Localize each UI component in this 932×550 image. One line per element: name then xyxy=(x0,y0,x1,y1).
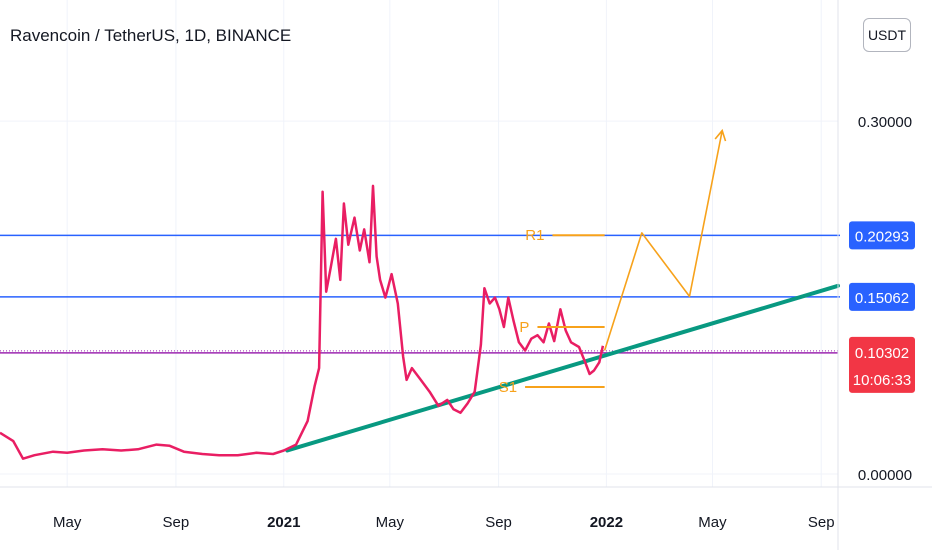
price-series-line xyxy=(0,184,605,460)
pivot-label: R1 xyxy=(525,227,544,244)
y-tick-label: 0.30000 xyxy=(858,114,912,131)
y-tick-label: 0.00000 xyxy=(858,467,912,484)
currency-button[interactable]: USDT xyxy=(863,18,911,52)
level-price-tag: 0.15062 xyxy=(855,290,909,307)
x-tick-label: Sep xyxy=(163,514,190,531)
level-price-tag: 0.20293 xyxy=(855,228,909,245)
pivot-label: S1 xyxy=(499,379,517,396)
x-tick-label: 2022 xyxy=(590,514,623,531)
current-price-tag: 0.10302 xyxy=(855,345,909,362)
countdown-tag: 10:06:33 xyxy=(853,372,911,389)
chart-title: Ravencoin / TetherUS, 1D, BINANCE xyxy=(10,26,292,45)
x-tick-label: Sep xyxy=(485,514,512,531)
annotation-layer: R1 P S1 xyxy=(499,128,727,396)
series-layer xyxy=(0,184,605,460)
current-price-tag-bg xyxy=(849,336,915,393)
x-tick-label: 2021 xyxy=(267,514,300,531)
grid-layer xyxy=(0,0,838,487)
x-tick-label: May xyxy=(376,514,405,531)
levels-layer xyxy=(0,234,840,453)
level-price-tag-bg xyxy=(849,282,915,311)
level-price-tag-bg xyxy=(849,221,915,250)
x-tick-label: May xyxy=(698,514,727,531)
x-tick-label: Sep xyxy=(808,514,835,531)
projection-path xyxy=(603,130,723,351)
projection-arrowhead xyxy=(714,128,727,142)
x-tick-label: May xyxy=(53,514,82,531)
pivot-label: P xyxy=(519,319,529,336)
trendline xyxy=(285,283,840,453)
